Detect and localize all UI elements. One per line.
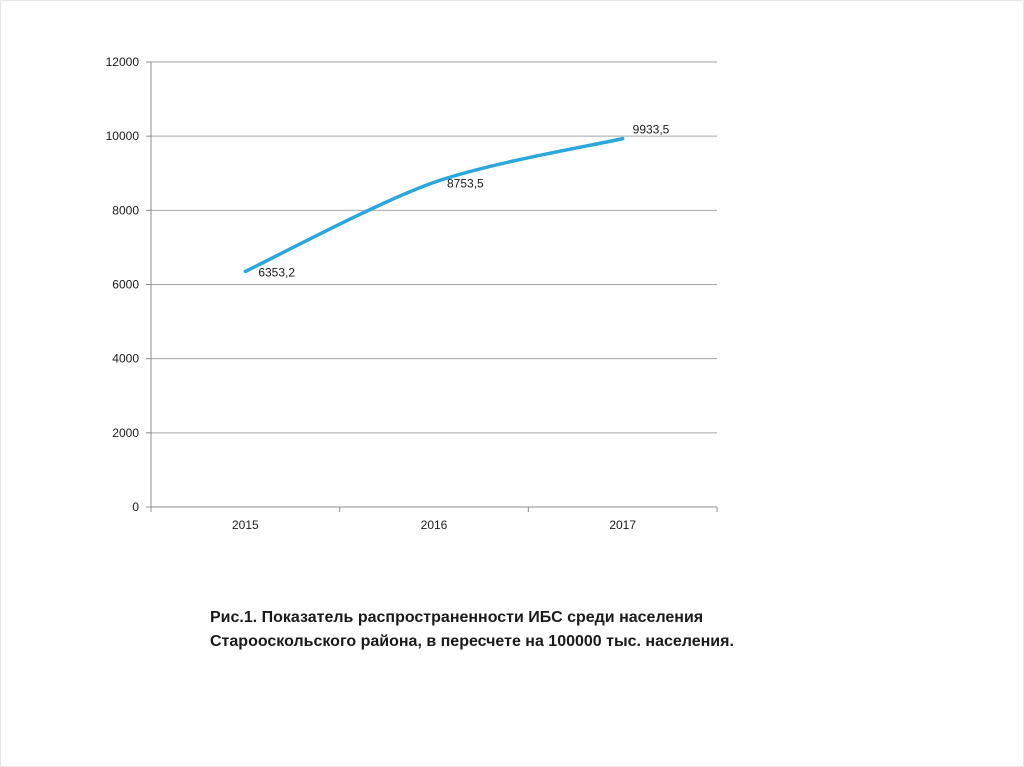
figure-caption: Рис.1. Показатель распространенности ИБС… <box>210 606 910 654</box>
line-chart: 0 2000 4000 6000 8000 10000 12000 2015 2016 2017… <box>106 55 718 532</box>
data-labels: 6353,2 8753,5 9933,5 <box>258 123 669 280</box>
axes <box>146 61 718 512</box>
x-tick-label-2015: 2015 <box>232 518 259 532</box>
y-tick-label: 0 <box>132 500 139 514</box>
x-tick-label-2016: 2016 <box>421 518 448 532</box>
y-tick-label: 2000 <box>112 426 139 440</box>
series-line-0 <box>243 136 625 274</box>
grid-lines <box>151 61 717 434</box>
caption-line-2: Старооскольского района, в пересчете на … <box>210 633 734 650</box>
data-label-2015: 6353,2 <box>258 265 295 279</box>
y-tick-label: 4000 <box>112 352 139 366</box>
caption-line-1: Рис.1. Показатель распространенности ИБС… <box>210 609 704 626</box>
y-tick-label: 8000 <box>112 203 139 217</box>
data-label-2016: 8753,5 <box>447 176 484 190</box>
y-tick-label: 6000 <box>112 278 139 292</box>
y-tick-label: 10000 <box>106 129 140 143</box>
series <box>243 136 625 274</box>
x-tick-labels: 2015 2016 2017 <box>232 518 636 532</box>
data-label-2017: 9933,5 <box>633 123 670 137</box>
x-tick-label-2017: 2017 <box>609 518 636 532</box>
y-tick-labels: 0 2000 4000 6000 8000 10000 12000 <box>106 55 140 514</box>
y-tick-label: 12000 <box>106 55 140 69</box>
